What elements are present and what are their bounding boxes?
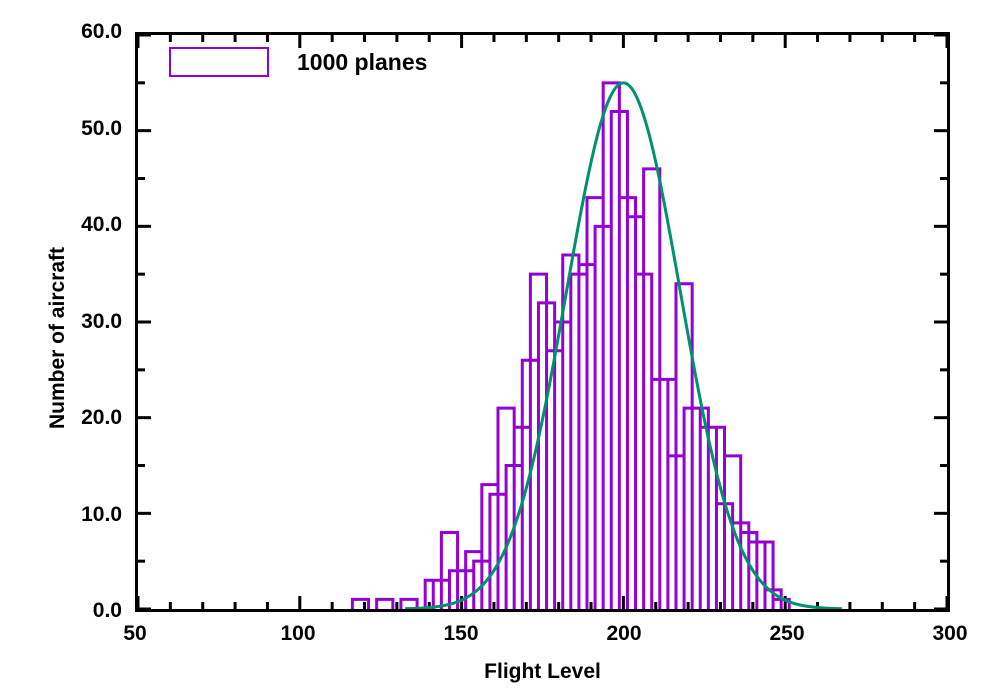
x-tick-300: 300: [932, 622, 968, 645]
plot-canvas: [138, 35, 947, 609]
axis-ticks: [138, 35, 947, 609]
x-tick-200: 200: [606, 622, 642, 645]
chart-svg: [138, 35, 947, 609]
plot-area: 1000 planes: [135, 32, 950, 612]
legend: 1000 planes: [169, 47, 427, 77]
histogram-bars: [350, 81, 791, 609]
gaussian-fit-curve: [404, 81, 842, 609]
x-axis-title: Flight Level: [484, 660, 601, 683]
x-tick-250: 250: [769, 622, 805, 645]
x-tick-150: 150: [443, 622, 479, 645]
legend-swatch-1000-planes: [169, 47, 269, 77]
legend-label: 1000 planes: [297, 48, 428, 75]
x-tick-50: 50: [123, 622, 147, 645]
histogram-outline: [350, 81, 791, 609]
x-tick-100: 100: [280, 622, 316, 645]
